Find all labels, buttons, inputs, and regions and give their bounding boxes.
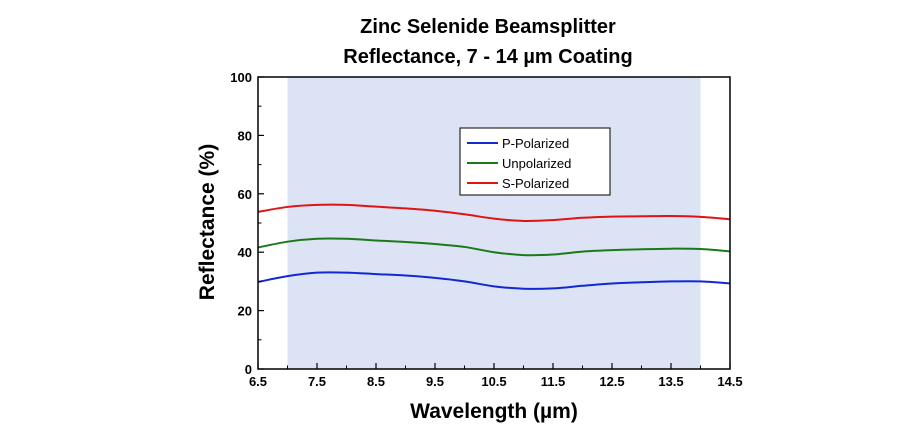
y-axis-title: Reflectance (%)	[196, 144, 219, 300]
shaded-band	[287, 77, 701, 369]
legend-label-unpolarized: Unpolarized	[502, 156, 571, 171]
series-line-p-polarized	[257, 271, 731, 290]
x-tick-label: 9.5	[426, 374, 444, 389]
x-tick-label: 14.5	[717, 374, 742, 389]
x-tick-label: 8.5	[367, 374, 385, 389]
legend: P-Polarized Unpolarized S-Polarized	[459, 127, 611, 196]
x-tick-label: 7.5	[308, 374, 326, 389]
y-tick-label: 0	[245, 362, 252, 377]
y-tick-label: 60	[238, 187, 252, 202]
series-line-unpolarized	[257, 237, 731, 257]
chart-title-line-1: Zinc Selenide Beamsplitter	[360, 16, 616, 38]
x-tick-label: 12.5	[599, 374, 624, 389]
x-tick-label: 13.5	[658, 374, 683, 389]
x-tick-label: 6.5	[249, 374, 267, 389]
y-tick-label: 40	[238, 245, 252, 260]
legend-label-p-polarized: P-Polarized	[502, 136, 569, 151]
x-tick-label: 10.5	[481, 374, 506, 389]
y-tick-label: 20	[238, 304, 252, 319]
y-tick-label: 80	[238, 128, 252, 143]
chart-title-line-2: Reflectance, 7 - 14 µm Coating	[343, 46, 632, 68]
x-axis-title: Wavelength (µm)	[410, 400, 578, 423]
plot-area: 6.5 7.5 8.5 9.5 10.5 11.5 12.5 13.5 14.5 0 20 40 60 8…	[230, 70, 742, 389]
x-tick-label: 11.5	[541, 374, 566, 389]
series-line-s-polarized	[257, 203, 731, 223]
legend-label-s-polarized: S-Polarized	[502, 176, 569, 191]
y-tick-label: 100	[230, 70, 252, 85]
